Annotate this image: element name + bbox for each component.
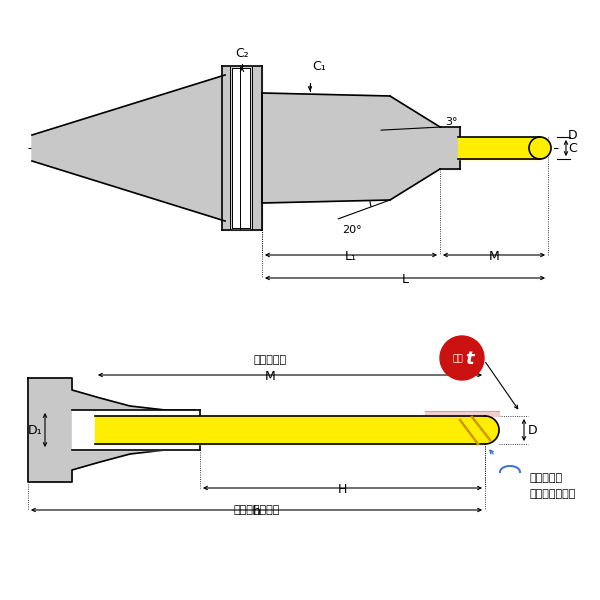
Polygon shape [95,416,485,444]
Polygon shape [390,96,440,200]
Text: M: M [265,370,275,383]
Text: C₂: C₂ [235,47,249,60]
Text: h: h [253,505,260,518]
Polygon shape [485,416,499,444]
Polygon shape [232,68,250,228]
Polygon shape [32,75,225,221]
Text: 工具最大挿入長: 工具最大挿入長 [233,505,280,515]
Text: t: t [466,350,475,368]
Polygon shape [440,127,460,169]
Text: 20°: 20° [342,225,362,235]
Text: H: H [338,483,347,496]
Text: C₁: C₁ [312,60,326,73]
Text: 加工有効長: 加工有効長 [253,355,287,365]
Text: D: D [528,424,538,437]
Polygon shape [458,137,540,159]
Text: C: C [568,142,577,154]
Text: M: M [488,250,499,263]
Text: D: D [568,129,578,142]
Text: 肉厚: 肉厚 [452,355,463,364]
Polygon shape [222,66,262,230]
Polygon shape [425,411,499,416]
Text: L: L [401,273,409,286]
Polygon shape [28,378,195,482]
Text: D₁: D₁ [28,424,42,437]
Text: （最低把持長）: （最低把持長） [530,489,577,499]
Polygon shape [262,93,390,203]
Text: L₁: L₁ [345,250,357,263]
Text: 3°: 3° [445,117,458,127]
Circle shape [440,336,484,380]
Circle shape [529,137,551,159]
Text: つかみ長さ: つかみ長さ [530,473,563,483]
Polygon shape [72,410,200,450]
